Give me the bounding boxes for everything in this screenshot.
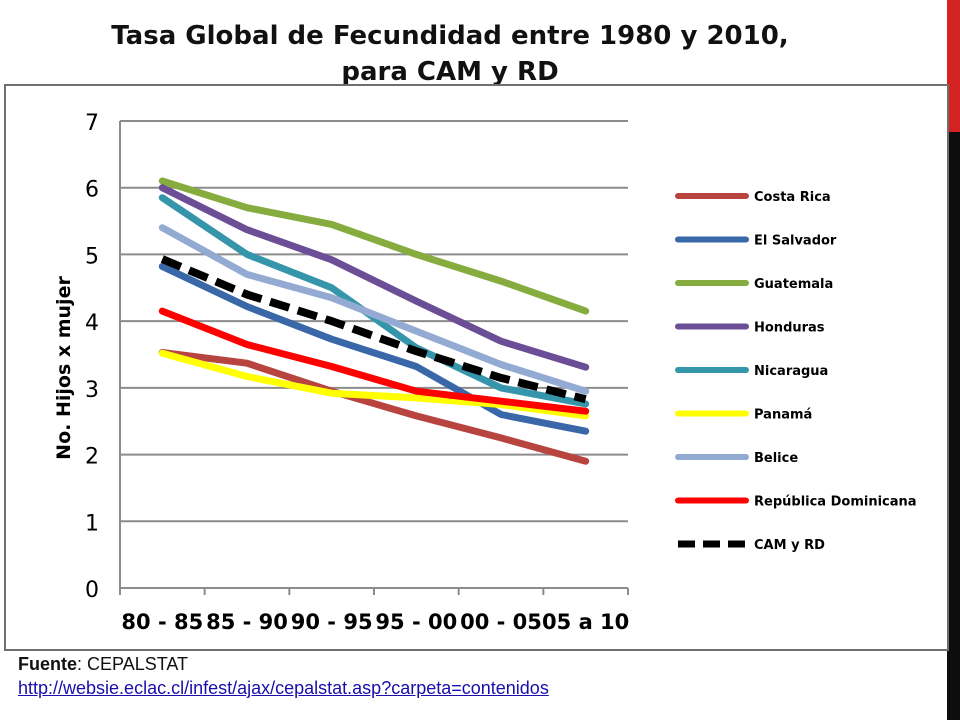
x-tick-label: 85 - 90 bbox=[206, 610, 288, 634]
y-tick-label: 1 bbox=[85, 511, 99, 536]
legend-entry-republica-dominicana: República Dominicana bbox=[675, 495, 917, 510]
legend-label: Panamá bbox=[754, 408, 812, 423]
legend-label: Guatemala bbox=[754, 277, 833, 292]
y-tick-label: 6 bbox=[85, 178, 99, 203]
series-line-republica-dominicana bbox=[158, 307, 590, 415]
series-line-honduras bbox=[158, 184, 590, 371]
y-tick-label: 4 bbox=[85, 311, 99, 336]
gridlines bbox=[120, 120, 628, 589]
series-line-belice bbox=[158, 224, 590, 395]
source-note: Fuente: CEPALSTAT http://websie.eclac.cl… bbox=[18, 652, 549, 700]
legend-entry-cam-y-rd: CAM y RD bbox=[678, 538, 825, 553]
source-link[interactable]: http://websie.eclac.cl/infest/ajax/cepal… bbox=[18, 678, 549, 698]
legend-label: Belice bbox=[754, 451, 798, 466]
legend-label: CAM y RD bbox=[754, 538, 825, 553]
series-line-guatemala bbox=[158, 177, 590, 315]
legend-label: Honduras bbox=[754, 321, 825, 336]
y-tick-label: 3 bbox=[85, 378, 99, 403]
legend-label: Nicaragua bbox=[754, 364, 828, 379]
legend-entry-honduras: Honduras bbox=[675, 321, 825, 336]
x-tick-label: 80 - 85 bbox=[121, 610, 203, 634]
y-tick-label: 0 bbox=[85, 578, 99, 603]
source-label: Fuente bbox=[18, 654, 78, 674]
page-title: Tasa Global de Fecundidad entre 1980 y 2… bbox=[0, 18, 900, 90]
x-tick-label: 05 a 10 bbox=[542, 610, 629, 634]
legend-entry-guatemala: Guatemala bbox=[675, 277, 833, 292]
legend-entry-costa-rica: Costa Rica bbox=[675, 190, 831, 205]
x-tick-label: 95 - 00 bbox=[375, 610, 457, 634]
fertility-line-chart: 0 1 2 3 4 5 6 7 80 - 85 85 - 90 90 - 95 95 - 00 00 -… bbox=[53, 111, 917, 634]
series-line-el-salvador bbox=[158, 262, 590, 435]
title-line-2: para CAM y RD bbox=[341, 57, 559, 87]
source-text: : CEPALSTAT bbox=[77, 654, 189, 674]
legend: Costa Rica El Salvador Guatemala Honduras Ni… bbox=[675, 190, 917, 553]
series-line-costa-rica bbox=[158, 349, 590, 465]
legend-entry-belice: Belice bbox=[675, 451, 798, 466]
y-tick-label: 5 bbox=[85, 244, 99, 269]
accent-bar-red bbox=[947, 0, 960, 132]
chart-frame: 0 1 2 3 4 5 6 7 80 - 85 85 - 90 90 - 95 95 - 00 00 -… bbox=[4, 84, 949, 651]
series-line-cam-y-rd bbox=[160, 255, 587, 404]
legend-entry-panama: Panamá bbox=[675, 408, 812, 423]
series-lines bbox=[158, 177, 590, 465]
legend-label: Costa Rica bbox=[754, 190, 831, 205]
legend-entry-el-salvador: El Salvador bbox=[675, 234, 837, 249]
legend-label: El Salvador bbox=[754, 234, 837, 249]
axes: 0 1 2 3 4 5 6 7 80 - 85 85 - 90 90 - 95 95 - 00 00 -… bbox=[85, 111, 629, 634]
x-tick-label: 00 - 05 bbox=[460, 610, 542, 634]
series-line-panama bbox=[158, 349, 590, 420]
y-tick-label: 2 bbox=[85, 445, 99, 470]
x-tick-label: 90 - 95 bbox=[291, 610, 373, 634]
y-axis-label: No. Hijos x mujer bbox=[53, 276, 75, 460]
accent-bar-black bbox=[947, 132, 960, 720]
y-tick-label: 7 bbox=[85, 111, 99, 136]
legend-label: República Dominicana bbox=[754, 495, 917, 510]
legend-entry-nicaragua: Nicaragua bbox=[675, 364, 828, 379]
title-line-1: Tasa Global de Fecundidad entre 1980 y 2… bbox=[111, 21, 789, 51]
